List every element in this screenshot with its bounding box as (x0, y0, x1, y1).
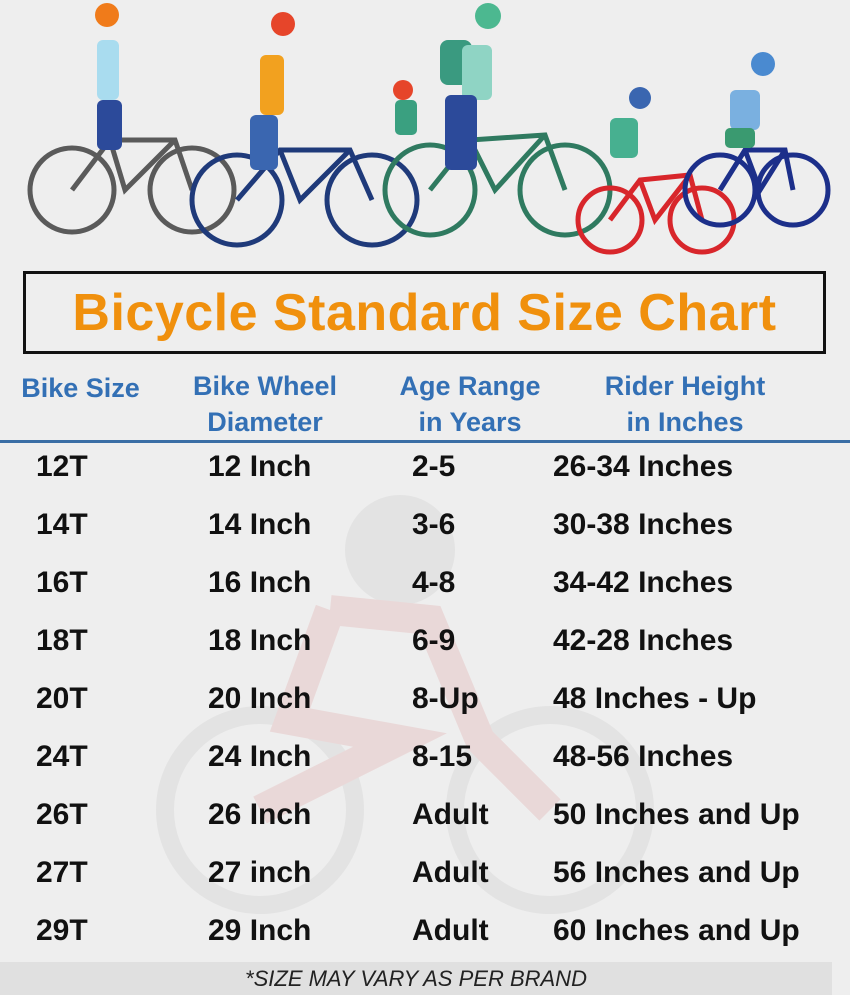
age-range-cell: 8-Up (412, 682, 479, 715)
gray-bike-icon (27, 137, 237, 235)
riders-icon (95, 3, 775, 170)
wheel-diameter-cell: 12 Inch (208, 450, 312, 483)
table-row: 14T 14 Inch 3-6 30-38 Inches (0, 508, 850, 566)
table-row: 18T 18 Inch 6-9 42-28 Inches (0, 624, 850, 682)
header-line: in Years (418, 407, 522, 437)
header-bike-size: Bike Size (8, 368, 153, 406)
rider-height-cell: 50 Inches and Up (553, 798, 800, 831)
table-row: 12T 12 Inch 2-5 26-34 Inches (0, 450, 850, 508)
cyclists-illustration (27, 3, 831, 255)
header-line: Bike Size (21, 373, 140, 403)
header-wheel-diameter: Bike Wheel Diameter (175, 368, 355, 440)
table-row: 20T 20 Inch 8-Up 48 Inches - Up (0, 682, 850, 740)
wheel-diameter-cell: 29 Inch (208, 914, 312, 947)
navy-bike-icon (189, 147, 420, 248)
wheel-diameter-cell: 26 Inch (208, 798, 312, 831)
header-line: Rider Height (604, 371, 766, 401)
age-range-cell: 2-5 (412, 450, 456, 483)
rider-height-cell: 26-34 Inches (553, 450, 734, 483)
header-line: Diameter (207, 407, 323, 437)
rider-height-cell: 34-42 Inches (553, 566, 734, 599)
age-range-cell: Adult (412, 914, 489, 947)
bike-size-cell: 14T (36, 508, 88, 541)
bike-size-cell: 16T (36, 566, 88, 599)
age-range-cell: 3-6 (412, 508, 456, 541)
age-range-cell: 4-8 (412, 566, 456, 599)
bike-size-cell: 18T (36, 624, 88, 657)
rider-height-cell: 60 Inches and Up (553, 914, 800, 947)
table-row: 16T 16 Inch 4-8 34-42 Inches (0, 566, 850, 624)
wheel-diameter-cell: 24 Inch (208, 740, 312, 773)
wheel-diameter-cell: 14 Inch (208, 508, 312, 541)
header-rider-height: Rider Height in Inches (585, 368, 785, 440)
cyclist-watermark-icon (156, 495, 654, 914)
rider-height-cell: 56 Inches and Up (553, 856, 800, 889)
wheel-diameter-cell: 18 Inch (208, 624, 312, 657)
header-line: Bike Wheel (192, 371, 338, 401)
bike-size-cell: 24T (36, 740, 88, 773)
footnote-bar: *SIZE MAY VARY AS PER BRAND (0, 962, 832, 995)
blue-bike-icon (682, 147, 831, 228)
age-range-cell: 8-15 (412, 740, 473, 773)
table-row: 26T 26 Inch Adult 50 Inches and Up (0, 798, 850, 856)
header-divider (0, 440, 850, 443)
wheel-diameter-cell: 20 Inch (208, 682, 312, 715)
table-row: 24T 24 Inch 8-15 48-56 Inches (0, 740, 850, 798)
age-range-cell: Adult (412, 798, 489, 831)
header-age-range: Age Range in Years (385, 368, 555, 440)
header-line: Age Range (399, 371, 541, 401)
age-range-cell: Adult (412, 856, 489, 889)
rider-height-cell: 30-38 Inches (553, 508, 734, 541)
age-range-cell: 6-9 (412, 624, 456, 657)
bike-size-cell: 29T (36, 914, 88, 947)
rider-height-cell: 42-28 Inches (553, 624, 734, 657)
bike-size-cell: 12T (36, 450, 88, 483)
page-title: Bicycle Standard Size Chart (72, 283, 777, 342)
header-line: in Inches (626, 407, 744, 437)
title-box: Bicycle Standard Size Chart (23, 271, 826, 354)
bike-size-cell: 26T (36, 798, 88, 831)
bike-size-cell: 27T (36, 856, 88, 889)
rider-height-cell: 48-56 Inches (553, 740, 734, 773)
table-row: 29T 29 Inch Adult 60 Inches and Up (0, 914, 850, 972)
wheel-diameter-cell: 16 Inch (208, 566, 312, 599)
table-row: 27T 27 inch Adult 56 Inches and Up (0, 856, 850, 914)
bike-size-cell: 20T (36, 682, 88, 715)
footnote: *SIZE MAY VARY AS PER BRAND (245, 965, 587, 991)
rider-height-cell: 48 Inches - Up (553, 682, 757, 715)
wheel-diameter-cell: 27 inch (208, 856, 312, 889)
